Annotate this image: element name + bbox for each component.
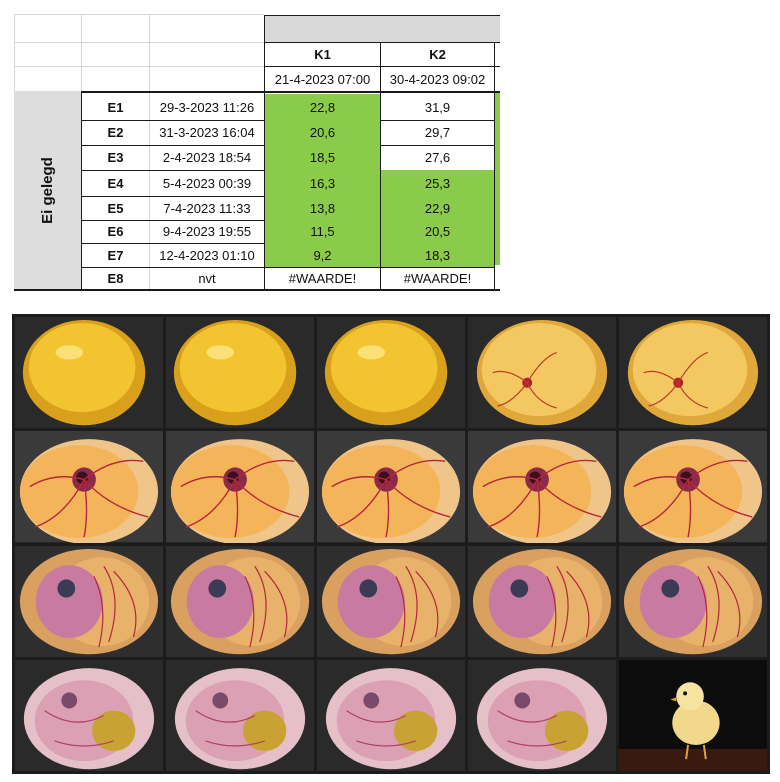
embryo-photo xyxy=(317,545,465,657)
embryo-photo xyxy=(468,545,616,657)
embryo-photo xyxy=(619,545,767,657)
cell-k2: 27,6 xyxy=(424,150,451,165)
column-header: K2 xyxy=(429,47,446,62)
row-date: 7-4-2023 11:33 xyxy=(163,200,251,216)
embryo-photo xyxy=(468,317,616,429)
row-date: 29-3-2023 11:26 xyxy=(159,99,255,115)
embryo-photo xyxy=(15,317,163,429)
header-band xyxy=(264,15,500,42)
row-divider xyxy=(82,289,494,290)
row-id: E2 xyxy=(107,125,124,140)
column-date: 30-4-2023 09:02 xyxy=(389,71,486,87)
embryo-photo xyxy=(15,659,163,771)
embryo-photo xyxy=(317,659,465,771)
cell-k2: 18,3 xyxy=(381,243,494,267)
row-date: nvt xyxy=(198,270,216,286)
cell-k1: 18,5 xyxy=(265,145,380,170)
row-date: 31-3-2023 16:04 xyxy=(159,125,255,140)
embryo-photo xyxy=(166,659,314,771)
row-divider xyxy=(82,267,494,268)
cell-k1: 22,8 xyxy=(265,94,380,120)
row-id: E7 xyxy=(107,247,124,263)
embryo-photo xyxy=(15,431,163,543)
cell-k1: 16,3 xyxy=(265,170,380,196)
cell-k1: 9,2 xyxy=(265,243,380,267)
row-id: E5 xyxy=(107,200,124,216)
embryo-photo xyxy=(468,659,616,771)
cell-k1: #WAARDE! xyxy=(288,270,357,286)
cell-k1: 11,5 xyxy=(265,220,380,243)
row-id: E8 xyxy=(107,270,124,286)
row-id: E4 xyxy=(107,175,124,191)
embryo-photo xyxy=(317,431,465,543)
embryo-photo xyxy=(317,317,465,429)
row-date: 5-4-2023 00:39 xyxy=(162,175,252,191)
cell-k1: 13,8 xyxy=(265,196,380,220)
row-group-label: Ei gelegd xyxy=(14,91,81,289)
embryo-photo xyxy=(468,431,616,543)
embryo-photo xyxy=(619,431,767,543)
row-date: 2-4-2023 18:54 xyxy=(162,150,252,165)
row-id: E6 xyxy=(107,224,124,239)
row-date: 12-4-2023 01:10 xyxy=(159,247,255,263)
cell-k2: 31,9 xyxy=(424,99,451,115)
column-header: K1 xyxy=(314,47,331,62)
embryo-photo xyxy=(166,545,314,657)
cell-k2: 29,7 xyxy=(424,125,451,140)
row-id: E3 xyxy=(107,150,124,165)
cell-k2: 25,3 xyxy=(381,170,494,196)
next-column-edge xyxy=(495,93,500,265)
embryo-photo-grid xyxy=(12,314,770,774)
chick-photo xyxy=(619,659,767,771)
cell-k2: 20,5 xyxy=(381,220,494,243)
row-id: E1 xyxy=(107,99,124,115)
embryo-photo xyxy=(15,545,163,657)
spreadsheet: Ei gelegd K1 K2 21-4-2023 07:00 30-4-202… xyxy=(0,0,500,292)
embryo-photo xyxy=(619,317,767,429)
cell-k2: #WAARDE! xyxy=(403,270,472,286)
embryo-photo xyxy=(166,317,314,429)
row-date: 9-4-2023 19:55 xyxy=(162,224,252,239)
embryo-photo xyxy=(166,431,314,543)
column-date: 21-4-2023 07:00 xyxy=(274,71,371,87)
cell-k1: 20,6 xyxy=(265,120,380,145)
cell-k2: 22,9 xyxy=(381,196,494,220)
